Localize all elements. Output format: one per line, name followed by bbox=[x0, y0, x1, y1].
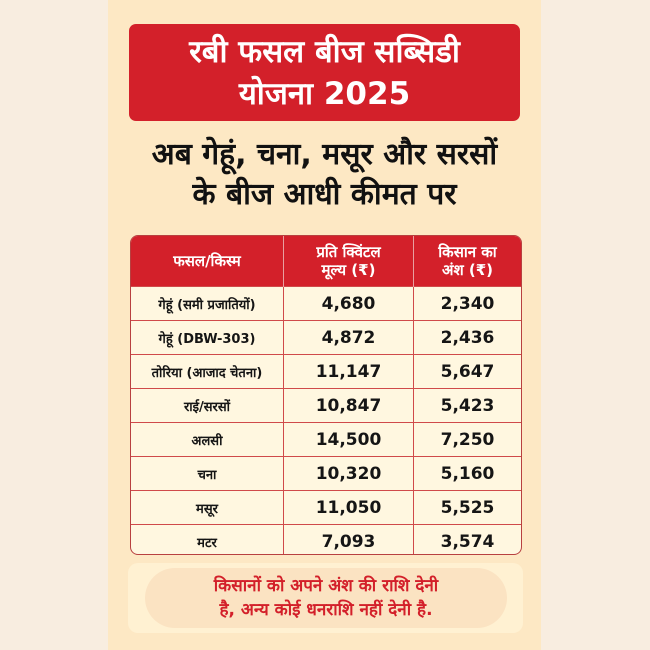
cell-farmer-share: 2,436 bbox=[413, 320, 521, 355]
cell-crop: मटर bbox=[131, 524, 284, 554]
table-header-row: फसल/किस्म प्रति क्विंटल मूल्य (₹) किसान … bbox=[131, 236, 521, 287]
cell-crop: गेहूं (समी प्रजातियों) bbox=[131, 286, 284, 321]
header-crop: फसल/किस्म bbox=[131, 236, 284, 287]
cell-price: 10,847 bbox=[283, 388, 414, 423]
table-row: तोरिया (आजाद चेतना) 11,147 5,647 bbox=[131, 354, 521, 389]
header-crop-label: फसल/किस्म bbox=[173, 252, 241, 270]
title-line-2: योजना 2025 bbox=[238, 75, 411, 112]
cell-farmer-share: 5,525 bbox=[413, 490, 521, 525]
table-row: अलसी 14,500 7,250 bbox=[131, 422, 521, 457]
header-share-line-2: अंश (₹) bbox=[441, 261, 494, 279]
header-price: प्रति क्विंटल मूल्य (₹) bbox=[283, 236, 414, 287]
cell-price: 4,680 bbox=[283, 286, 414, 321]
title-banner: रबी फसल बीज सब्सिडी योजना 2025 bbox=[129, 24, 520, 121]
table-row: गेहूं (DBW-303) 4,872 2,436 bbox=[131, 320, 521, 355]
cell-crop: चना bbox=[131, 456, 284, 491]
notice-box: किसानों को अपने अंश की राशि देनी है, अन्… bbox=[128, 563, 523, 633]
title-line-1: रबी फसल बीज सब्सिडी bbox=[189, 33, 460, 70]
table-row: मटर 7,093 3,574 bbox=[131, 524, 521, 554]
cell-crop: तोरिया (आजाद चेतना) bbox=[131, 354, 284, 389]
notice-pill: किसानों को अपने अंश की राशि देनी है, अन्… bbox=[145, 568, 507, 628]
table-row: गेहूं (समी प्रजातियों) 4,680 2,340 bbox=[131, 286, 521, 321]
cell-crop: अलसी bbox=[131, 422, 284, 457]
subtitle-line-2: के बीज आधी कीमत पर bbox=[192, 177, 457, 212]
table-row: चना 10,320 5,160 bbox=[131, 456, 521, 491]
cell-price: 11,147 bbox=[283, 354, 414, 389]
cell-price: 10,320 bbox=[283, 456, 414, 491]
table-row: मसूर 11,050 5,525 bbox=[131, 490, 521, 525]
header-farmer-share: किसान का अंश (₹) bbox=[413, 236, 521, 287]
cell-farmer-share: 7,250 bbox=[413, 422, 521, 457]
cell-farmer-share: 5,647 bbox=[413, 354, 521, 389]
poster: रबी फसल बीज सब्सिडी योजना 2025 अब गेहूं,… bbox=[108, 0, 541, 650]
cell-price: 4,872 bbox=[283, 320, 414, 355]
header-price-line-2: मूल्य (₹) bbox=[321, 261, 376, 279]
subtitle: अब गेहूं, चना, मसूर और सरसों के बीज आधी … bbox=[108, 135, 541, 215]
cell-crop: राई/सरसों bbox=[131, 388, 284, 423]
cell-price: 14,500 bbox=[283, 422, 414, 457]
header-price-line-1: प्रति क्विंटल bbox=[316, 243, 381, 261]
table-row: राई/सरसों 10,847 5,423 bbox=[131, 388, 521, 423]
cell-farmer-share: 5,423 bbox=[413, 388, 521, 423]
header-share-line-1: किसान का bbox=[438, 243, 497, 261]
cell-farmer-share: 2,340 bbox=[413, 286, 521, 321]
cell-crop: मसूर bbox=[131, 490, 284, 525]
notice-line-2: है, अन्य कोई धनराशि नहीं देनी है. bbox=[219, 600, 433, 620]
subtitle-line-1: अब गेहूं, चना, मसूर और सरसों bbox=[151, 137, 498, 172]
cell-farmer-share: 3,574 bbox=[413, 524, 521, 554]
cell-price: 11,050 bbox=[283, 490, 414, 525]
notice-line-1: किसानों को अपने अंश की राशि देनी bbox=[213, 576, 439, 596]
cell-price: 7,093 bbox=[283, 524, 414, 554]
subsidy-table: फसल/किस्म प्रति क्विंटल मूल्य (₹) किसान … bbox=[130, 235, 522, 555]
cell-crop: गेहूं (DBW-303) bbox=[131, 320, 284, 355]
cell-farmer-share: 5,160 bbox=[413, 456, 521, 491]
